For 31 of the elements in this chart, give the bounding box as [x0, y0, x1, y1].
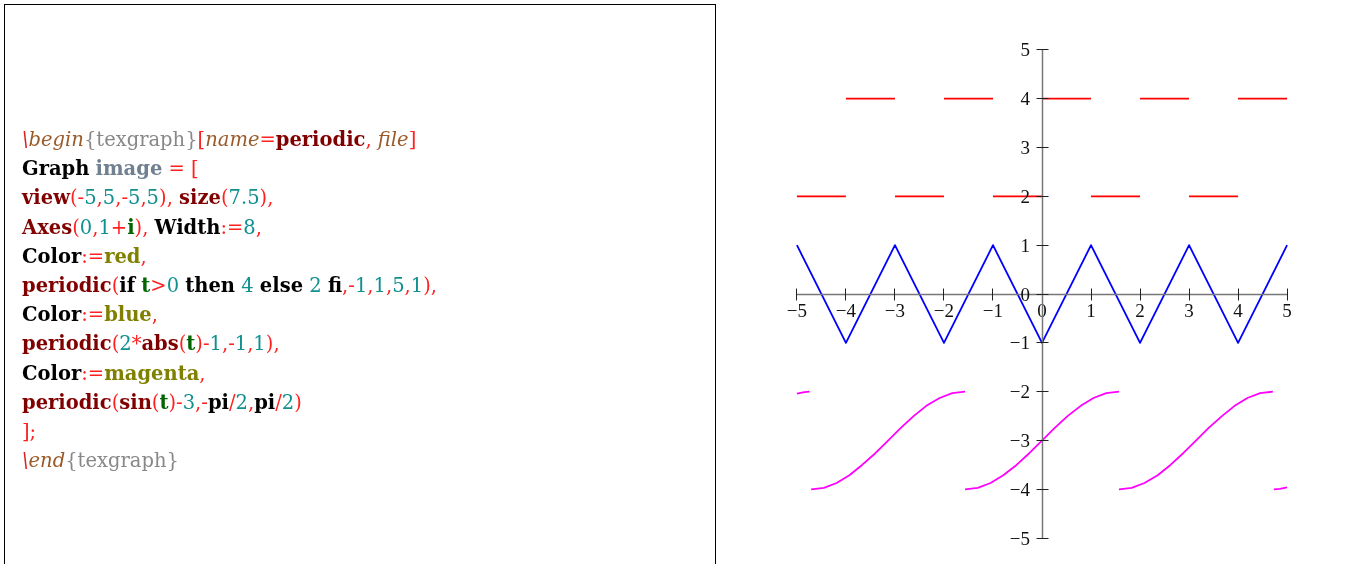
- text: Color:=magenta,: [22, 361, 206, 385]
- x-tick-label: −3: [884, 300, 906, 321]
- y-tick-label: 3: [1020, 136, 1030, 158]
- y-tick-label: −3: [1009, 430, 1030, 452]
- text: Axes(0,1+i), Width:=8,: [22, 215, 262, 239]
- y-tick-label: 5: [1020, 39, 1030, 61]
- text: Graph image = [: [22, 157, 199, 181]
- y-tick-label: −5: [1009, 527, 1030, 549]
- text: periodic(if t>0 then 4 else 2 fi,-1,1,5,1),: [22, 273, 437, 297]
- x-tick-label: 2: [1135, 300, 1145, 321]
- y-tick-label: −4: [1009, 478, 1031, 500]
- text: periodic(sin(t)-3,-pi/2,pi/2): [22, 390, 302, 414]
- text: Color:=blue,: [22, 303, 158, 327]
- text: periodic(2*abs(t)-1,-1,1),: [22, 332, 280, 356]
- x-tick-label: 3: [1184, 300, 1194, 321]
- y-tick-label: 4: [1020, 88, 1031, 110]
- x-tick-label: 4: [1233, 300, 1244, 321]
- x-tick-label: −4: [835, 300, 857, 321]
- text: Color:=red,: [22, 244, 147, 268]
- y-tick-label: −2: [1009, 381, 1030, 403]
- text: \begin{texgraph}[name=periodic, file]: [22, 128, 417, 151]
- text: \end{texgraph}: [22, 449, 179, 473]
- text: view(-5,5,-5,5), size(7.5),: [22, 186, 274, 210]
- text: ];: [22, 419, 37, 443]
- y-tick-label: 1: [1020, 234, 1030, 256]
- x-tick-label: −2: [933, 300, 955, 321]
- x-tick-label: −5: [786, 300, 808, 321]
- x-tick-label: −1: [982, 300, 1004, 321]
- x-tick-label: 1: [1086, 300, 1096, 321]
- y-tick-label: −1: [1009, 332, 1030, 354]
- x-tick-label: 5: [1282, 300, 1292, 321]
